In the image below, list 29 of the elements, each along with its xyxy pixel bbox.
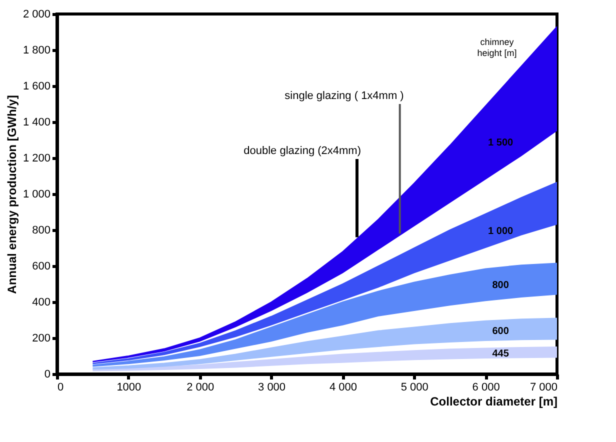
y-tick-label: 200 bbox=[32, 332, 50, 344]
y-tick-label: 800 bbox=[32, 224, 50, 236]
y-axis-title: Annual energy production [GWh/y] bbox=[4, 95, 19, 294]
y-tick-label: 600 bbox=[32, 260, 50, 272]
series-label: 1 000 bbox=[488, 226, 514, 237]
x-tick-label: 1000 bbox=[116, 382, 142, 394]
text: 1 500 bbox=[488, 138, 514, 149]
x-tick-label: 5 000 bbox=[400, 382, 428, 394]
x-tick-label: 7 000 bbox=[530, 382, 558, 394]
x-tick-label: 4 000 bbox=[329, 382, 357, 394]
x-axis-title: Collector diameter [m] bbox=[430, 394, 558, 408]
x-tick-label: 2 000 bbox=[186, 382, 214, 394]
series-label: 600 bbox=[492, 326, 510, 337]
legend-title: chimney height [m] bbox=[477, 37, 517, 58]
x-tick-label: 6 000 bbox=[472, 382, 500, 394]
series-label: 800 bbox=[492, 280, 510, 291]
x-tick-label: 0 bbox=[58, 382, 64, 394]
y-tick-label: 1 600 bbox=[22, 80, 50, 92]
y-tick-label: 1 000 bbox=[22, 188, 50, 200]
y-tick-label: 1 200 bbox=[22, 152, 50, 164]
y-tick-label: 1 400 bbox=[22, 116, 50, 128]
y-tick-label: 1 800 bbox=[22, 44, 50, 56]
y-tick-label: 2 000 bbox=[22, 8, 50, 20]
series-label: 445 bbox=[492, 348, 510, 360]
y-tick-label: 0 bbox=[44, 368, 50, 380]
annotation: single glazing ( 1x4mm ) bbox=[284, 90, 404, 102]
x-tick-label: 3 000 bbox=[258, 382, 286, 394]
annotation: double glazing (2x4mm) bbox=[244, 145, 361, 157]
y-tick-label: 400 bbox=[32, 296, 50, 308]
